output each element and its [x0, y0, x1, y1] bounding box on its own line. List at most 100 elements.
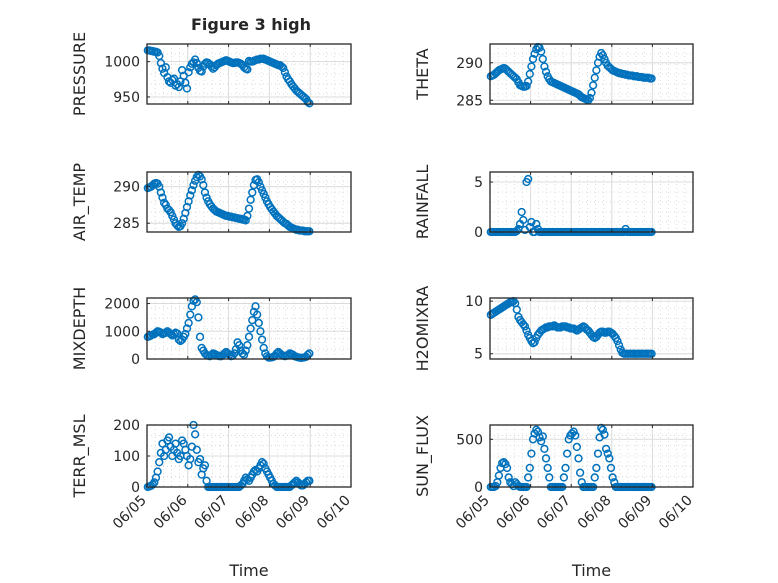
y-tick-label: 200: [113, 418, 140, 434]
data-point: [148, 480, 157, 489]
y-tick-label: 0: [131, 352, 140, 368]
data-point: [305, 99, 314, 108]
data-point: [608, 473, 617, 482]
data-point: [590, 473, 599, 482]
data-point: [246, 195, 255, 204]
data-point: [559, 473, 569, 482]
data-point: [574, 454, 583, 463]
data-point: [572, 442, 582, 452]
data-point: [257, 458, 267, 467]
axes-box: [146, 171, 352, 233]
data-point: [305, 227, 314, 236]
data-point: [614, 341, 624, 350]
data-point: [254, 178, 263, 187]
data-point: [527, 449, 536, 458]
data-point: [156, 58, 166, 68]
data-point: [251, 302, 260, 311]
data-point: [524, 174, 533, 184]
plot-area: [490, 44, 693, 104]
data-point: [590, 73, 599, 82]
data-point: [186, 191, 195, 200]
data-point: [532, 219, 541, 229]
data-point: [186, 454, 195, 464]
y-tick-label: 100: [113, 449, 140, 465]
y-axis-label: H2OMIXRA: [413, 286, 432, 372]
data-point: [280, 68, 290, 77]
axes-box: [146, 43, 352, 105]
data-point: [197, 67, 206, 76]
data-point: [501, 459, 510, 469]
axes-box: [489, 297, 694, 360]
y-axis-label: THETA: [413, 48, 432, 100]
data-point: [225, 350, 234, 359]
data-point: [239, 350, 249, 359]
y-tick-label: 500: [456, 432, 483, 448]
data-point: [194, 313, 203, 322]
data-point: [244, 332, 254, 341]
data-point: [195, 454, 205, 464]
data-point: [494, 471, 504, 480]
data-point: [253, 310, 262, 319]
data-point: [530, 338, 539, 347]
x-axis-label: Time: [228, 561, 268, 580]
data-point: [184, 318, 193, 328]
data-point: [520, 322, 530, 331]
data-point: [189, 181, 198, 190]
data-point: [532, 425, 541, 434]
data-point: [598, 425, 608, 434]
data-point: [613, 336, 622, 346]
data-point: [545, 473, 554, 482]
subplot-theta: 285 290 THETA: [413, 42, 694, 109]
data-point: [587, 88, 596, 97]
data-point: [200, 188, 210, 197]
data-point: [303, 97, 312, 107]
y-tick-label: 5: [474, 347, 483, 363]
data-point: [248, 316, 257, 325]
y-tick-label: 290: [113, 180, 140, 196]
data-point: [187, 186, 197, 195]
data-point: [305, 349, 314, 358]
data-point: [164, 433, 174, 442]
data-point: [600, 430, 609, 439]
subplot-rainfall: 0 5 RAINFALL: [413, 165, 694, 241]
data-point: [235, 340, 244, 350]
data-point: [522, 326, 531, 335]
data-point: [525, 69, 534, 79]
data-point: [200, 461, 210, 470]
data-point: [186, 310, 195, 319]
data-point: [588, 81, 598, 90]
y-tick-label: 0: [474, 480, 483, 496]
data-point: [537, 437, 546, 446]
data-point: [161, 328, 170, 337]
data-point: [171, 439, 180, 448]
data-point: [538, 54, 547, 64]
y-axis-label: TERR_MSL: [70, 414, 90, 498]
data-point: [512, 226, 521, 236]
data-point: [504, 473, 513, 482]
data-point: [303, 350, 312, 359]
data-point: [517, 207, 526, 217]
data-point: [248, 188, 257, 197]
axes-box: [489, 171, 694, 233]
data-point: [585, 93, 595, 103]
data-point: [592, 463, 601, 473]
subplot-h2omixra: 5 10 H2OMIXRA: [413, 286, 694, 372]
data-point: [524, 473, 533, 482]
data-point: [257, 335, 267, 344]
data-point: [562, 449, 572, 458]
data-point: [259, 459, 268, 468]
data-point: [155, 458, 164, 467]
y-tick-label: 290: [456, 56, 483, 72]
data-point: [177, 219, 187, 228]
data-point: [169, 329, 179, 339]
x-axis-label: Time: [571, 561, 611, 580]
data-point: [182, 84, 192, 93]
data-point: [605, 454, 614, 463]
data-point: [181, 329, 190, 339]
data-point: [647, 74, 656, 83]
y-tick-label: 10: [465, 294, 483, 310]
y-tick-label: 1000: [104, 55, 140, 71]
data-point: [241, 346, 250, 355]
